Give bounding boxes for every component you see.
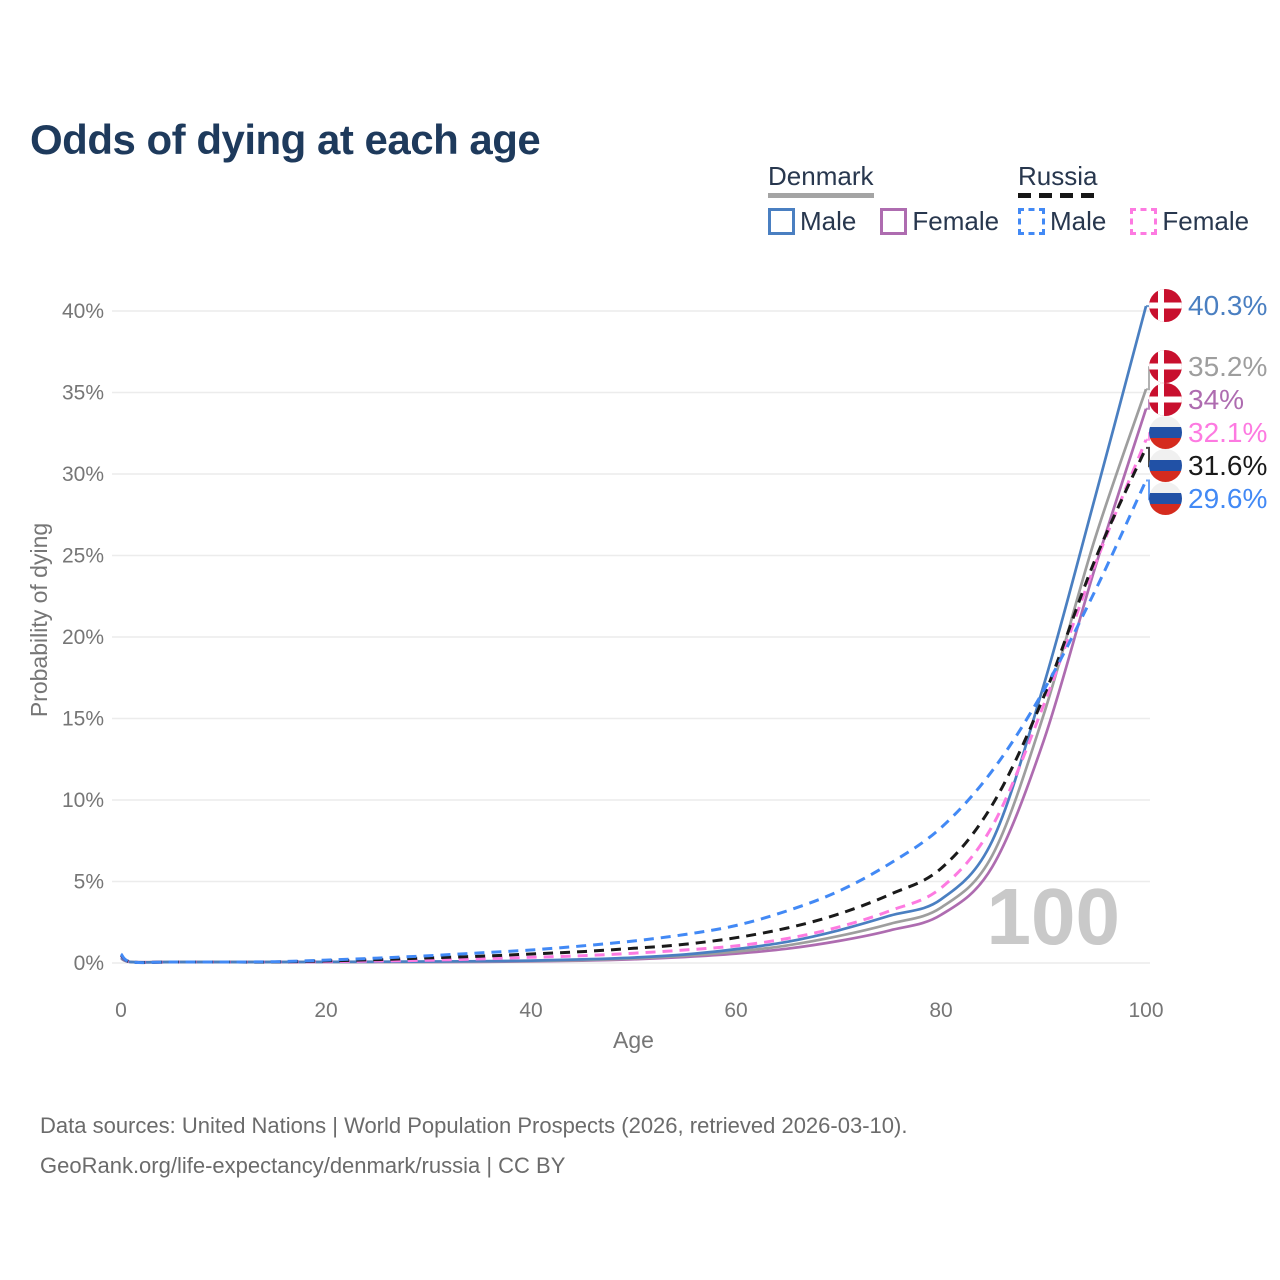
x-tick-label: 40 xyxy=(519,999,542,1022)
x-axis-title: Age xyxy=(613,1027,654,1053)
end-label-denmark-both: 35.2% xyxy=(1149,350,1268,384)
legend-denmark-title: Denmark xyxy=(768,161,874,191)
age-indicator-watermark: 100 xyxy=(987,872,1120,961)
russia-female-swatch-icon xyxy=(1130,208,1158,235)
legend-item-denmark-male[interactable]: Male xyxy=(768,206,856,237)
denmark-female-swatch-icon xyxy=(880,208,908,235)
y-tick-label: 20% xyxy=(62,626,104,649)
russia-male-swatch-icon xyxy=(1018,208,1045,235)
legend-item-denmark-female[interactable]: Female xyxy=(880,206,999,237)
legend-group-russia: Russia Male Female xyxy=(1018,162,1249,237)
legend-item-label: Male xyxy=(800,206,857,236)
y-tick-label: 40% xyxy=(62,300,104,323)
denmark-flag-icon xyxy=(1149,350,1182,384)
legend-item-russia-female[interactable]: Female xyxy=(1130,206,1249,237)
y-tick-label: 25% xyxy=(62,545,104,568)
x-tick-label: 80 xyxy=(929,999,952,1022)
legend-item-label: Female xyxy=(912,206,1000,236)
legend-russia-title: Russia xyxy=(1018,161,1098,191)
denmark-flag-icon xyxy=(1149,289,1182,323)
y-tick-label: 35% xyxy=(62,382,104,405)
y-tick-label: 5% xyxy=(74,871,104,894)
end-label-russia-male: 29.6% xyxy=(1149,482,1268,516)
end-label-denmark-male: 40.3% xyxy=(1149,289,1268,323)
page-title: Odds of dying at each age xyxy=(30,116,541,164)
x-tick-label: 60 xyxy=(724,999,747,1022)
russia-flag-icon xyxy=(1149,416,1182,450)
chart-footer: Data sources: United Nations | World Pop… xyxy=(40,1106,907,1186)
y-tick-label: 15% xyxy=(62,708,104,731)
series-line-russia-male[interactable] xyxy=(119,479,1148,965)
russia-dashed-line-sample xyxy=(1018,193,1100,198)
end-label-russia-both: 31.6% xyxy=(1149,449,1268,483)
end-label-value: 34% xyxy=(1188,383,1245,415)
legend-item-russia-male[interactable]: Male xyxy=(1018,206,1106,237)
legend-group-denmark: Denmark Male Female xyxy=(768,162,999,237)
legend-item-label: Female xyxy=(1162,206,1250,236)
legend-item-label: Male xyxy=(1050,206,1107,236)
footer-source-line: Data sources: United Nations | World Pop… xyxy=(40,1113,908,1138)
end-label-value: 31.6% xyxy=(1188,449,1268,481)
end-label-russia-female: 32.1% xyxy=(1149,416,1268,450)
series-line-russia-both[interactable] xyxy=(119,447,1148,965)
end-label-denmark-female: 34% xyxy=(1149,383,1245,417)
footer-attribution-line: GeoRank.org/life-expectancy/denmark/russ… xyxy=(40,1153,566,1178)
y-axis-title: Probability of dying xyxy=(26,523,52,717)
end-label-value: 32.1% xyxy=(1188,416,1268,448)
x-tick-label: 20 xyxy=(314,999,337,1022)
series-line-denmark-male[interactable] xyxy=(120,305,1148,964)
x-tick-label: 100 xyxy=(1128,999,1163,1022)
y-tick-label: 10% xyxy=(62,789,104,812)
x-tick-label: 0 xyxy=(115,999,127,1022)
series-line-russia-female[interactable] xyxy=(119,439,1148,964)
russia-flag-icon xyxy=(1149,482,1182,516)
denmark-flag-icon xyxy=(1149,383,1182,417)
y-tick-label: 0% xyxy=(74,952,104,975)
y-tick-label: 30% xyxy=(62,463,104,486)
end-label-value: 29.6% xyxy=(1188,482,1268,514)
russia-flag-icon xyxy=(1149,449,1182,483)
denmark-male-swatch-icon xyxy=(768,208,795,235)
end-label-value: 35.2% xyxy=(1188,350,1268,382)
denmark-solid-line-sample xyxy=(768,193,874,198)
end-label-value: 40.3% xyxy=(1188,289,1268,321)
